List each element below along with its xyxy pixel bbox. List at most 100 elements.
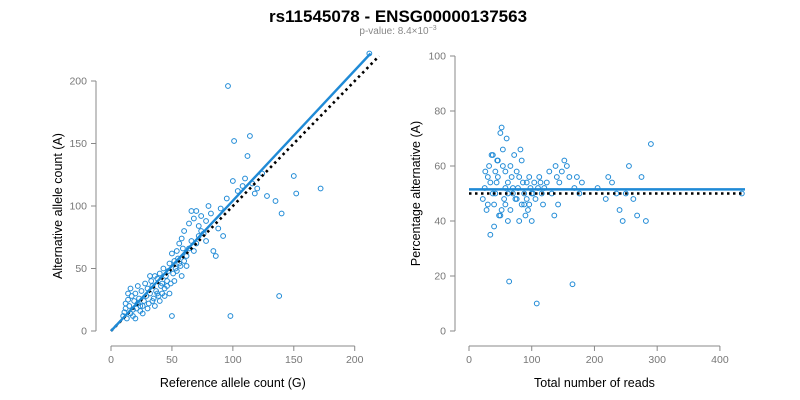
x-tick-label: 0 — [108, 354, 114, 366]
data-point — [132, 290, 139, 297]
data-point — [528, 218, 535, 224]
data-point — [278, 210, 285, 217]
data-point — [138, 288, 145, 294]
data-point — [498, 207, 505, 213]
data-point — [523, 196, 530, 202]
data-point — [125, 290, 131, 297]
data-point — [648, 141, 654, 147]
data-point — [513, 168, 520, 175]
data-point — [537, 179, 544, 186]
data-point — [506, 278, 513, 285]
data-point — [264, 193, 270, 199]
data-point — [552, 163, 559, 169]
data-point — [160, 265, 167, 272]
data-point — [179, 245, 186, 252]
data-point — [533, 300, 540, 307]
y-tick-label: 0 — [81, 326, 87, 338]
data-point — [508, 174, 515, 180]
data-point — [159, 280, 166, 287]
data-point — [137, 303, 144, 309]
data-point — [569, 281, 576, 288]
p-value-subtitle: p-value: 8.4×10−3 — [359, 25, 436, 37]
data-point — [210, 248, 217, 254]
data-point — [556, 179, 563, 186]
data-point — [220, 233, 227, 239]
y-axis-title: Percentage alternative (A) — [409, 121, 423, 266]
data-point — [193, 208, 200, 214]
x-axis-title: Reference allele count (G) — [160, 376, 306, 390]
data-point — [132, 315, 139, 322]
data-point — [561, 157, 568, 164]
x-axis-title: Total number of reads — [534, 376, 655, 390]
data-point — [517, 146, 524, 153]
data-point — [504, 218, 511, 224]
data-point — [134, 283, 141, 289]
data-point — [642, 218, 649, 224]
data-point — [161, 293, 168, 299]
p-value-exponent: −3 — [429, 25, 437, 32]
data-point — [622, 190, 629, 197]
data-point — [502, 201, 509, 208]
data-point — [609, 179, 615, 186]
data-point — [142, 280, 149, 287]
data-point — [484, 201, 491, 208]
y-axis-title: Alternative allele count (A) — [51, 133, 65, 279]
data-point — [630, 196, 637, 202]
data-point — [563, 163, 570, 169]
data-point — [178, 235, 185, 242]
data-point — [489, 152, 496, 158]
data-point — [293, 190, 300, 197]
data-point — [518, 157, 525, 164]
data-point — [139, 310, 146, 317]
data-point — [532, 196, 539, 202]
y-tick-label: 50 — [75, 263, 87, 275]
data-point — [536, 174, 543, 180]
data-point — [148, 278, 155, 284]
data-point — [487, 231, 494, 238]
data-point — [171, 278, 178, 284]
data-point — [538, 190, 545, 197]
data-point — [497, 212, 504, 219]
reference-dotted-line — [110, 55, 381, 332]
data-point — [203, 238, 209, 244]
data-point — [546, 168, 553, 175]
data-point — [501, 196, 508, 202]
data-point — [169, 313, 175, 319]
data-point — [616, 207, 623, 213]
data-point — [276, 293, 283, 299]
data-point — [227, 313, 234, 319]
data-point — [156, 270, 163, 277]
data-point — [525, 207, 531, 213]
data-point — [511, 152, 518, 158]
data-point — [507, 163, 514, 169]
y-tick-label: 40 — [434, 216, 446, 228]
data-point — [290, 173, 297, 179]
data-point — [498, 124, 505, 131]
data-point — [212, 253, 219, 259]
y-tick-label: 60 — [434, 161, 446, 173]
data-point — [551, 212, 558, 219]
x-tick-label: 400 — [711, 354, 729, 366]
data-point — [251, 190, 258, 197]
data-point — [558, 168, 565, 175]
data-point — [183, 253, 190, 259]
x-tick-label: 200 — [346, 354, 364, 366]
data-point — [555, 201, 561, 208]
data-point — [523, 179, 530, 186]
data-point — [483, 207, 490, 213]
data-point — [499, 163, 506, 169]
data-point — [169, 250, 175, 257]
data-point — [317, 185, 324, 192]
data-point — [208, 210, 214, 217]
data-point — [234, 188, 241, 194]
fit-line — [110, 52, 372, 332]
data-point — [198, 213, 205, 219]
data-point — [190, 215, 197, 222]
data-point — [151, 303, 158, 309]
data-point — [634, 212, 641, 219]
data-point — [507, 207, 514, 213]
data-point — [229, 178, 236, 184]
data-point — [164, 283, 170, 289]
x-tick-label: 100 — [523, 354, 541, 366]
